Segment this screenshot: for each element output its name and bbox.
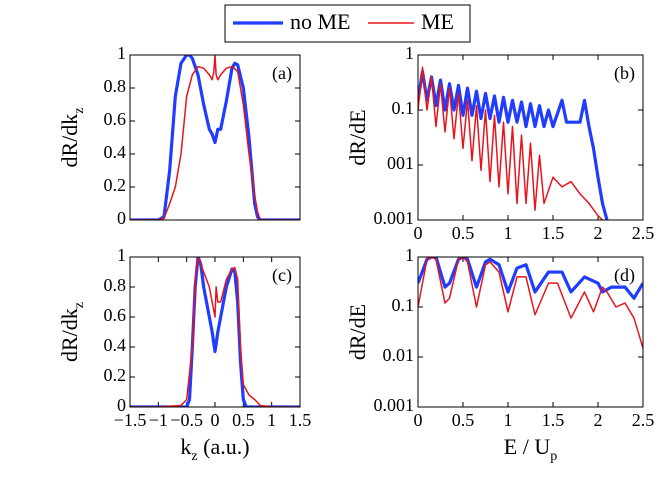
data-line: [418, 69, 609, 220]
panel: 0.001 001 0.1 1 0 0.5 1 1.5 2 2.5 (b) dR/dE: [345, 43, 654, 243]
y-tick-label: 1: [405, 43, 414, 63]
panel: 0 0.2 0.4 0.6 0.8 1 (a) dR/dkz: [57, 43, 301, 228]
y-tick-label: 0.6: [104, 109, 127, 129]
label-main: dR/dk: [57, 308, 82, 362]
x-tick-label: 1: [504, 223, 513, 243]
panel-label: (d): [614, 265, 635, 286]
axis-label: dR/dkz: [57, 107, 87, 167]
axes-frame: [417, 256, 644, 408]
axis-label: dR/dE: [345, 109, 370, 165]
x-tick-label: −1.5: [114, 410, 147, 430]
x-tick-label: 0: [414, 410, 423, 430]
y-tick-label: 0.8: [104, 275, 127, 295]
label-main: E / U: [504, 434, 551, 459]
legend: no ME ME: [224, 4, 471, 43]
label-main: k: [180, 434, 191, 459]
label-sub: z: [72, 302, 87, 308]
x-tick-label: 0: [414, 223, 423, 243]
axis-label: E / Up: [504, 434, 557, 464]
axis-label: dR/dkz: [57, 302, 87, 362]
panel-label: (b): [614, 63, 635, 84]
y-tick-label: 0.4: [104, 142, 127, 162]
y-tick-label: 0.001: [374, 395, 415, 415]
axes-frame: [417, 54, 644, 221]
legend-label: ME: [421, 9, 454, 34]
axis-label: kz (a.u.): [180, 434, 249, 464]
y-tick-label: 0.8: [104, 76, 127, 96]
y-tick-label: 0.1: [392, 295, 415, 315]
y-tick-label: 1: [117, 43, 126, 63]
x-tick-label: 0.5: [232, 410, 255, 430]
data-line: [130, 257, 300, 407]
axes-frame: [129, 256, 301, 408]
panel: 0 0.2 0.4 0.6 0.8 1 −1.5 −1 −0.5 0 0.5 1 1.5 (c) dR/dk…: [57, 245, 311, 464]
y-tick-label: 0: [117, 208, 126, 228]
label-sub: z: [191, 449, 197, 464]
panel: 0.001 0.01 0.1 1 0 0.5 1 1.5 2 2.5 (d) dR/dE E / Up: [345, 245, 654, 464]
data-line: [130, 55, 300, 220]
y-tick-label: 1: [405, 245, 414, 265]
x-tick-label: −1: [149, 410, 168, 430]
x-tick-label: 2: [594, 410, 603, 430]
label-main: dR/dk: [57, 114, 82, 168]
panel-label: (c): [272, 265, 292, 286]
x-tick-label: 1: [504, 410, 513, 430]
data-line: [130, 257, 300, 407]
x-tick-label: 2.5: [632, 410, 655, 430]
label-sub: p: [550, 449, 557, 464]
axis-label: dR/dE: [345, 304, 370, 360]
y-tick-label: 0.4: [104, 335, 127, 355]
label-sub: z: [72, 107, 87, 113]
data-line: [418, 257, 643, 300]
y-tick-label: 0.01: [383, 345, 415, 365]
x-tick-label: 0.5: [452, 223, 475, 243]
x-tick-label: −0.5: [170, 410, 203, 430]
x-tick-label: 1.5: [289, 410, 312, 430]
x-tick-label: 2: [594, 223, 603, 243]
y-tick-label: 0.2: [104, 365, 127, 385]
legend-label: no ME: [290, 9, 351, 34]
y-tick-label: 1: [117, 245, 126, 265]
x-tick-label: 2.5: [632, 223, 655, 243]
y-tick-label: 001: [387, 153, 414, 173]
x-tick-label: 0.5: [452, 410, 475, 430]
y-tick-label: 0.001: [374, 208, 415, 228]
panel-label: (a): [272, 63, 292, 84]
y-tick-label: 0: [117, 395, 126, 415]
y-tick-label: 0.2: [104, 175, 127, 195]
label-tail: (a.u.): [198, 434, 250, 459]
y-tick-label: 0.6: [104, 305, 127, 325]
data-line: [418, 257, 643, 349]
y-tick-label: 0.1: [392, 98, 415, 118]
x-tick-label: 1: [267, 410, 276, 430]
data-line: [418, 66, 604, 220]
x-tick-label: 1.5: [542, 410, 565, 430]
x-tick-label: 1.5: [542, 223, 565, 243]
axes-frame: [129, 54, 301, 221]
x-tick-label: 0: [211, 410, 220, 430]
